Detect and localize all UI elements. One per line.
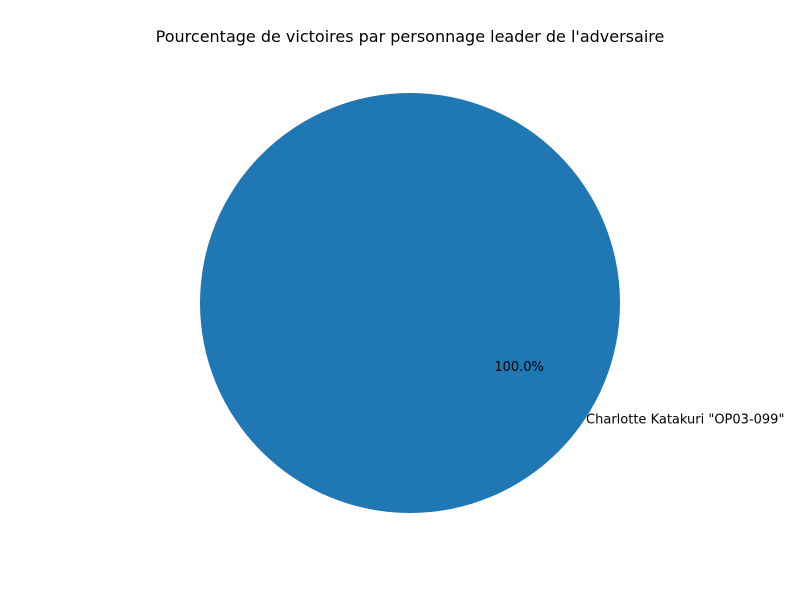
pie-labels: 100.0% Charlotte Katakuri "OP03-099" <box>494 360 784 428</box>
pie-percent-label: 100.0% <box>494 360 544 375</box>
pie-slice <box>200 93 620 513</box>
pie-slices <box>200 93 620 513</box>
chart-title: Pourcentage de victoires par personnage … <box>155 27 665 46</box>
pie-category-label: Charlotte Katakuri "OP03-099" <box>586 413 784 428</box>
